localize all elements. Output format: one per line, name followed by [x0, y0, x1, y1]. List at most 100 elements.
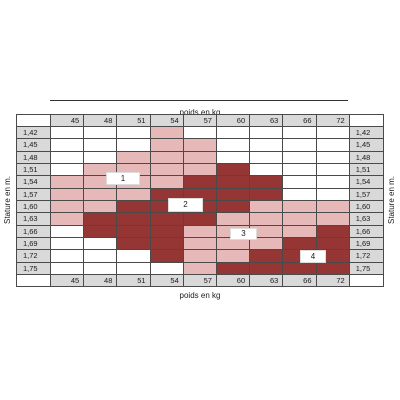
- grid-cell-empty: [283, 139, 316, 151]
- y-tick-label: 1,75: [17, 262, 50, 275]
- grid-cell-zone-2: [216, 176, 250, 188]
- y-tick-label: 1,69: [17, 238, 50, 250]
- grid-cell-empty: [117, 250, 150, 262]
- grid-cell-zone-2: [150, 213, 183, 225]
- grid-cell-zone-1: [183, 151, 216, 164]
- x-tick-label: 63: [250, 275, 283, 287]
- x-tick-label: 45: [51, 115, 84, 126]
- x-tick-label: 63: [250, 115, 283, 126]
- grid-cell-zone-1: [51, 201, 84, 213]
- grid-cell-empty: [117, 139, 150, 151]
- y-axis-label-left: Stature en m.: [3, 175, 12, 225]
- grid-cell-zone-3: [183, 250, 216, 262]
- grid-cell-zone-2: [216, 188, 250, 201]
- y-tick-label: 1,51: [17, 164, 50, 176]
- grid-cell-zone-2: [216, 164, 250, 176]
- y-tick-label: 1,48: [349, 151, 383, 164]
- grid-cell-empty: [117, 127, 150, 139]
- grid-cell-empty: [216, 139, 250, 151]
- grid-cell-zone-2: [183, 176, 216, 188]
- grid-cell-empty: [250, 164, 283, 176]
- grid-cell-empty: [283, 176, 316, 188]
- grid-cell-empty: [283, 164, 316, 176]
- grid-cell-zone-3: [283, 225, 316, 238]
- grid-cell-zone-1: [150, 139, 183, 151]
- grid-cell-zone-2: [183, 188, 216, 201]
- grid-cell-empty: [51, 238, 84, 250]
- grid-cell-zone-1: [183, 164, 216, 176]
- grid-cell-empty: [316, 151, 349, 164]
- top-rule: [50, 100, 348, 101]
- grid-cell-zone-2: [216, 201, 250, 213]
- x-tick-label: 60: [216, 275, 250, 287]
- x-tick-label: 57: [183, 275, 216, 287]
- y-tick-label: 1,69: [349, 238, 383, 250]
- y-tick-label: 1,60: [349, 201, 383, 213]
- grid-cell-empty: [283, 127, 316, 139]
- y-tick-label: 1,42: [17, 127, 50, 139]
- grid-cell-empty: [51, 127, 84, 139]
- grid-cell-zone-4: [283, 238, 316, 250]
- x-tick-label: 66: [283, 115, 316, 126]
- y-tick-label: 1,72: [17, 250, 50, 262]
- grid-cell-empty: [316, 176, 349, 188]
- grid-cell-empty: [84, 262, 117, 275]
- grid-cell-empty: [84, 238, 117, 250]
- grid-cell-empty: [283, 151, 316, 164]
- grid-cell-zone-3: [183, 262, 216, 275]
- y-tick-label: 1,66: [17, 225, 50, 238]
- grid-cell-zone-2: [250, 176, 283, 188]
- grid-cell-zone-1: [84, 201, 117, 213]
- grid-cell-zone-2: [183, 213, 216, 225]
- grid-cell-zone-3: [316, 201, 349, 213]
- grid-cell-empty: [183, 127, 216, 139]
- y-tick-label: 1,57: [349, 188, 383, 201]
- y-tick-label: 1,42: [349, 127, 383, 139]
- zone-label-4: 4: [300, 250, 326, 263]
- y-tick-label: 1,51: [349, 164, 383, 176]
- grid-cell-zone-4: [283, 250, 316, 262]
- grid-cell-zone-1: [84, 188, 117, 201]
- grid-cell-empty: [250, 139, 283, 151]
- corner-cell-top-left: [17, 115, 50, 126]
- grid-cell-zone-2: [117, 201, 150, 213]
- grid-cell-zone-1: [150, 176, 183, 188]
- y-axis-label-right: Stature en m.: [387, 175, 396, 225]
- grid-cell-empty: [117, 262, 150, 275]
- grid-cell-empty: [250, 127, 283, 139]
- grid-cell-empty: [150, 262, 183, 275]
- grid-cell-zone-2: [150, 201, 183, 213]
- grid-cell-empty: [316, 139, 349, 151]
- grid-cell-zone-3: [216, 213, 250, 225]
- grid-cell-empty: [283, 188, 316, 201]
- y-tick-label: 1,75: [349, 262, 383, 275]
- grid-cell-empty: [51, 164, 84, 176]
- grid-cell-empty: [51, 225, 84, 238]
- grid-cell-zone-4: [316, 225, 349, 238]
- x-tick-label: 48: [84, 115, 117, 126]
- grid-cell-zone-2: [117, 213, 150, 225]
- grid-cell-zone-4: [216, 262, 250, 275]
- grid-cell-zone-3: [250, 201, 283, 213]
- grid-cell-zone-1: [183, 139, 216, 151]
- grid-cell-empty: [84, 250, 117, 262]
- grid-cell-zone-2: [250, 188, 283, 201]
- x-tick-label: 54: [150, 115, 183, 126]
- x-tick-label: 66: [283, 275, 316, 287]
- size-grid: 45 48 51 54 57 60 63 66 72 1,42 1,42 1,45 1,45 1,48 1,…: [16, 114, 384, 288]
- grid-cell-zone-2: [150, 188, 183, 201]
- grid-cell-zone-3: [216, 238, 250, 250]
- grid-cell-zone-2: [117, 238, 150, 250]
- x-tick-label: 57: [183, 115, 216, 126]
- grid-cell-zone-3: [283, 213, 316, 225]
- grid-cell-zone-4: [283, 262, 316, 275]
- zone-label-3: 3: [230, 228, 257, 240]
- corner-cell-top-right: [349, 115, 383, 126]
- grid-cell-empty: [84, 139, 117, 151]
- y-tick-label: 1,63: [349, 213, 383, 225]
- grid-cell-zone-2: [150, 250, 183, 262]
- y-tick-label: 1,45: [349, 139, 383, 151]
- grid-cell-zone-1: [150, 164, 183, 176]
- grid-cell-empty: [250, 151, 283, 164]
- grid-cell-zone-1: [51, 176, 84, 188]
